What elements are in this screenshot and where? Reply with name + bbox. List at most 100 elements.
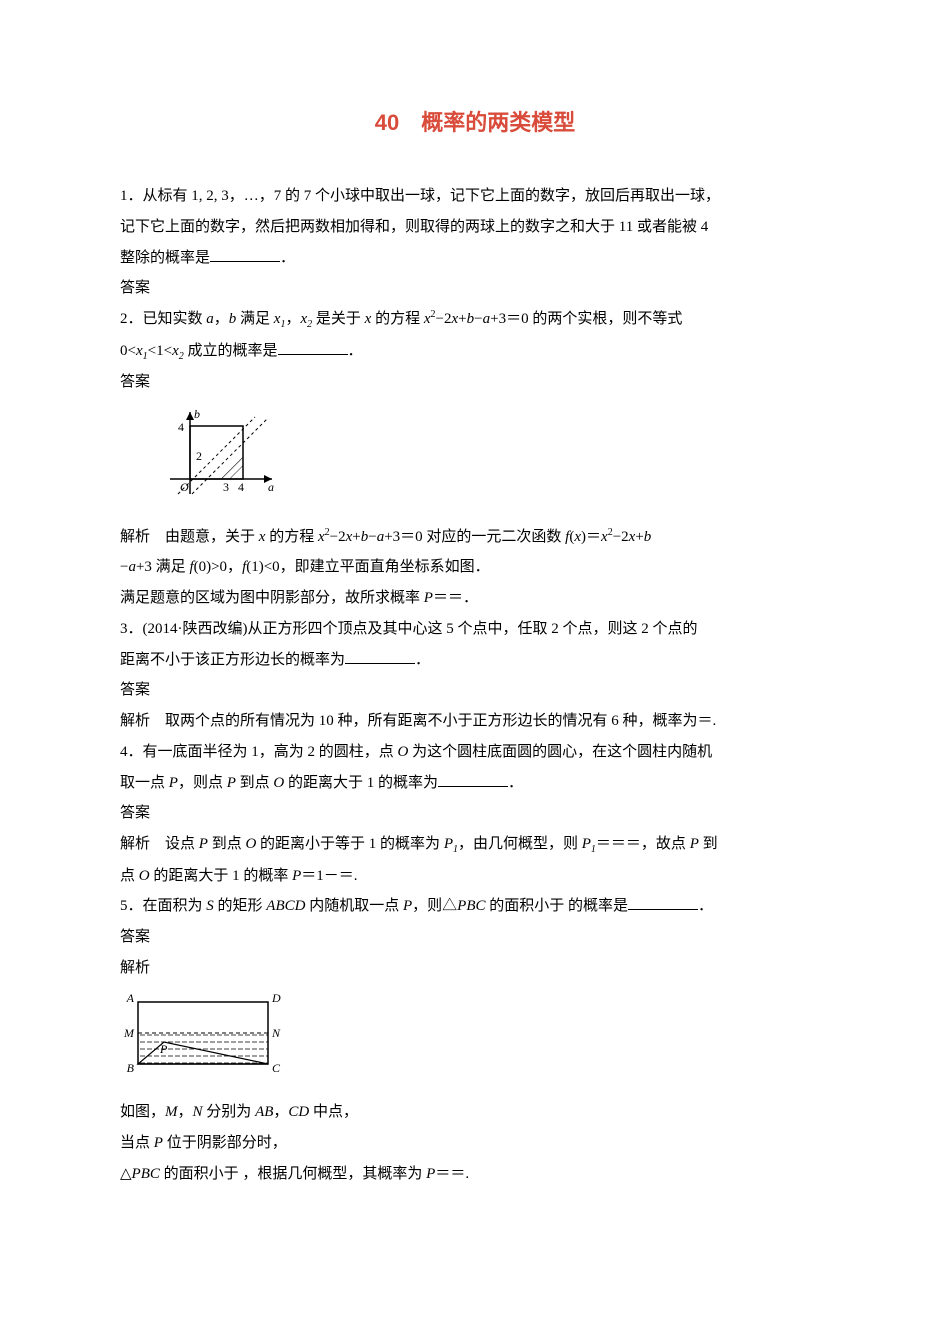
q4-answer: 答案 <box>120 798 830 829</box>
q5-explain-1: 如图，M，N 分别为 AB，CD 中点， <box>120 1097 830 1128</box>
svg-text:B: B <box>127 1061 135 1075</box>
var-PBC: PBC <box>457 898 485 914</box>
q1-line1: 1．从标有 1, 2, 3，…，7 的 7 个小球中取出一球，记下它上面的数字，… <box>120 181 830 212</box>
q2-answer: 答案 <box>120 367 830 398</box>
q2-figure: b 4 2 O 3 4 a <box>160 404 830 516</box>
t: +3＝0 对应的一元二次函数 <box>384 529 565 545</box>
t: ， <box>214 311 229 327</box>
t: −2 <box>330 529 346 545</box>
svg-text:N: N <box>271 1026 281 1040</box>
var-ABCD: ABCD <box>266 898 305 914</box>
t: −2 <box>613 529 629 545</box>
var-O: O <box>398 744 409 760</box>
var-x: x <box>601 529 608 545</box>
t: + <box>635 529 643 545</box>
t: (1)<0，即建立平面直角坐标系如图． <box>246 559 489 575</box>
t: 的距离大于 1 的概率为 <box>284 775 438 791</box>
t: 到点 <box>208 836 246 852</box>
q2-blank <box>278 340 348 355</box>
t: 的面积小于 的概率是 <box>486 898 629 914</box>
q4-explain-2: 点 O 的距离大于 1 的概率 P＝1－＝. <box>120 861 830 892</box>
t: 是关于 <box>312 311 365 327</box>
var-M: M <box>165 1104 178 1120</box>
var-AB: AB <box>255 1104 273 1120</box>
t: 到点 <box>236 775 274 791</box>
svg-text:3: 3 <box>223 480 229 494</box>
var-a: a <box>483 311 491 327</box>
t: ， <box>178 1104 193 1120</box>
q1-line3-text: 整除的概率是 <box>120 250 210 266</box>
t: (0)>0， <box>194 559 242 575</box>
svg-text:M: M <box>123 1026 135 1040</box>
t: − <box>474 311 482 327</box>
svg-text:b: b <box>194 407 200 421</box>
t: 满足题意的区域为图中阴影部分，故所求概率 <box>120 590 424 606</box>
q2-line2: 0<x1<1<x2 成立的概率是． <box>120 336 830 368</box>
var-x: x <box>318 529 325 545</box>
t: 解析 设点 <box>120 836 199 852</box>
q5-blank <box>628 896 698 911</box>
q5-line1: 5．在面积为 S 的矩形 ABCD 内随机取一点 P，则△PBC 的面积小于 的… <box>120 891 830 922</box>
t: ，则△ <box>412 898 457 914</box>
var-x: x <box>574 529 581 545</box>
svg-text:P: P <box>159 1042 168 1056</box>
q3-line2: 距离不小于该正方形边长的概率为 ． <box>120 645 830 676</box>
t: 5．在面积为 <box>120 898 206 914</box>
q2-explain-1: 解析 由题意，关于 x 的方程 x2−2x+b−a+3＝0 对应的一元二次函数 … <box>120 522 830 553</box>
q4-explain-1: 解析 设点 P 到点 O 的距离小于等于 1 的概率为 P1，由几何概型，则 P… <box>120 829 830 861</box>
q1-answer: 答案 <box>120 273 830 304</box>
svg-text:4: 4 <box>238 480 244 494</box>
t: + <box>458 311 466 327</box>
svg-text:A: A <box>126 991 135 1005</box>
q5-explain-2: 当点 P 位于阴影部分时， <box>120 1128 830 1159</box>
t: 距离不小于该正方形边长的概率为 <box>120 652 345 668</box>
t: −2 <box>436 311 452 327</box>
q1-line3: 整除的概率是 ． <box>120 243 830 274</box>
var-a: a <box>206 311 214 327</box>
t: 的方程 <box>265 529 318 545</box>
t: 分别为 <box>203 1104 256 1120</box>
var-x: x <box>424 311 431 327</box>
q1-line2: 记下它上面的数字，然后把两数相加得和，则取得的两球上的数字之和大于 11 或者能… <box>120 212 830 243</box>
t: ， <box>273 1104 288 1120</box>
q5-explain-head: 解析 <box>120 953 830 984</box>
t: ． <box>508 775 523 791</box>
q4-line2: 取一点 P，则点 P 到点 O 的距离大于 1 的概率为． <box>120 768 830 799</box>
var-x2: x <box>172 343 179 359</box>
q1-dot: ． <box>280 250 295 266</box>
var-P: P <box>424 590 433 606</box>
t: 中点， <box>309 1104 358 1120</box>
rectangle-diagram-icon: A D M N P B C <box>120 990 290 1080</box>
t: ， <box>285 311 300 327</box>
var-N: N <box>193 1104 203 1120</box>
q5-explain-3: △PBC 的面积小于 ，根据几何概型，其概率为 P＝＝. <box>120 1159 830 1190</box>
t: 点 <box>120 868 139 884</box>
var-P: P <box>154 1135 163 1151</box>
var-P: P <box>227 775 236 791</box>
var-O: O <box>245 836 256 852</box>
t: ＝＝. <box>435 1166 469 1182</box>
t: ． <box>415 652 430 668</box>
section-title: 40 概率的两类模型 <box>120 100 830 145</box>
var-P: P <box>169 775 178 791</box>
t: 的方程 <box>371 311 424 327</box>
svg-text:C: C <box>272 1061 281 1075</box>
t: 2．已知实数 <box>120 311 206 327</box>
var-P1: P <box>582 836 591 852</box>
q3-line1: 3．(2014·陕西改编)从正方形四个顶点及其中心这 5 个点中，任取 2 个点… <box>120 614 830 645</box>
q2-line1: 2．已知实数 a，b 满足 x1，x2 是关于 x 的方程 x2−2x+b−a+… <box>120 304 830 336</box>
var-a: a <box>128 559 136 575</box>
t: 内随机取一点 <box>305 898 403 914</box>
t: 的距离小于等于 1 的概率为 <box>256 836 444 852</box>
q3-answer: 答案 <box>120 675 830 706</box>
t: ． <box>698 898 713 914</box>
t: 如图， <box>120 1104 165 1120</box>
svg-text:4: 4 <box>178 420 184 434</box>
t: 位于阴影部分时， <box>163 1135 287 1151</box>
q5-answer: 答案 <box>120 922 830 953</box>
t: 的距离大于 1 的概率 <box>150 868 293 884</box>
t: △ <box>120 1166 132 1182</box>
t: ＝＝＝，故点 <box>596 836 690 852</box>
var-P: P <box>403 898 412 914</box>
svg-text:O: O <box>180 480 189 494</box>
